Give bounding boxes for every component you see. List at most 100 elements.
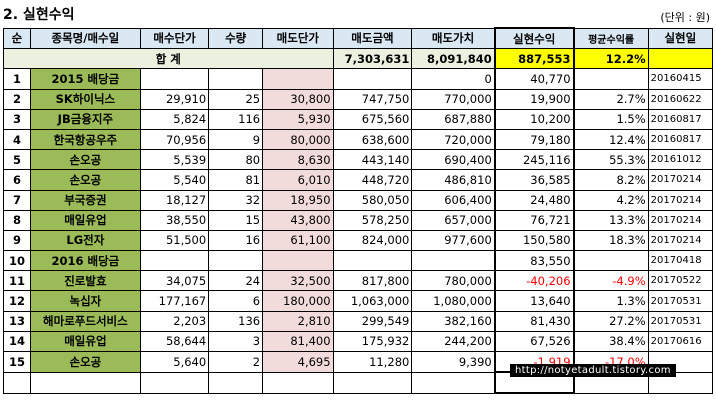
realized-profit: 19,900 (493, 88, 575, 110)
realized-date: 20170522 (647, 270, 714, 292)
stock-name: 진로발효 (29, 270, 141, 292)
sell-amount: 675,560 (332, 108, 413, 130)
realized-date: 20170531 (647, 310, 714, 332)
realized-date: 20170214 (647, 169, 714, 191)
realized-profit: 81,430 (493, 310, 575, 332)
table-row: 11 진로발효 34,075 24 32,500 817,800 780,000 -40,20… (3, 270, 714, 292)
table-row: 3 JB금융지주 5,824 116 5,930 675,560 687,880 10,200… (3, 108, 714, 130)
stock-name: SK하이닉스 (29, 88, 141, 110)
empty-cell (208, 371, 264, 394)
buy-price: 5,640 (139, 351, 210, 373)
realized-profit: 24,480 (493, 189, 575, 211)
empty-cell (262, 371, 334, 394)
sell-price: 2,810 (262, 310, 334, 332)
quantity: 136 (208, 310, 264, 332)
realized-date: 20170214 (647, 209, 714, 231)
header-cell: 종목명/매수일 (29, 27, 141, 50)
sell-price: 30,800 (262, 88, 334, 110)
buy-price: 177,167 (139, 290, 210, 312)
realized-date: 20170616 (647, 330, 714, 353)
quantity: 16 (208, 229, 264, 252)
realized-date: 20170214 (647, 229, 714, 252)
sell-value: 687,880 (411, 108, 496, 130)
sell-amount: 638,600 (332, 128, 413, 151)
sell-value: 770,000 (411, 88, 496, 110)
header-row: 순 종목명/매수일 매수단가 수량 매도단가 매도금액 매도가치 실현수익 평균… (3, 27, 714, 50)
row-number: 4 (3, 128, 31, 151)
stock-name: 녹십자 (29, 290, 141, 312)
row-number: 14 (3, 330, 31, 353)
realized-profit-table: 순 종목명/매수일 매수단가 수량 매도단가 매도금액 매도가치 실현수익 평균… (3, 27, 714, 395)
row-number: 3 (3, 108, 31, 130)
buy-price: 18,127 (139, 189, 210, 211)
total-row: 합 계 7,303,631 8,091,840 887,553 12.2% (3, 48, 714, 70)
sell-value: 244,200 (411, 330, 496, 353)
sell-amount: 747,750 (332, 88, 413, 110)
sell-value: 0 (411, 68, 496, 90)
buy-price: 38,550 (139, 209, 210, 231)
profit-rate: 18.3% (573, 229, 649, 252)
sell-value: 486,810 (411, 169, 496, 191)
total-date-empty (647, 48, 714, 70)
stock-name: 매일유업 (29, 209, 141, 231)
sell-amount: 580,050 (332, 189, 413, 211)
sell-value: 382,160 (411, 310, 496, 332)
sell-price: 43,800 (262, 209, 334, 231)
profit-rate: 13.3% (573, 209, 649, 231)
table-row: 4 한국항공우주 70,956 9 80,000 638,600 720,000 79,180… (3, 128, 714, 151)
sell-amount: 1,063,000 (332, 290, 413, 312)
row-number: 13 (3, 310, 31, 332)
realized-profit: 13,640 (493, 290, 575, 312)
buy-price: 34,075 (139, 270, 210, 292)
buy-price: 5,540 (139, 169, 210, 191)
sell-price: 61,100 (262, 229, 334, 252)
profit-rate (573, 250, 649, 272)
realized-profit: 79,180 (493, 128, 575, 151)
sell-amount: 578,250 (332, 209, 413, 231)
stock-name: LG전자 (29, 229, 141, 252)
realized-date: 20160415 (647, 68, 714, 90)
sell-amount: 299,549 (332, 310, 413, 332)
sell-price: 4,695 (262, 351, 334, 373)
realized-profit: 245,116 (493, 149, 575, 171)
empty-cell (332, 371, 413, 394)
row-number: 10 (3, 250, 31, 272)
buy-price (139, 68, 210, 90)
realized-profit: 83,550 (493, 250, 575, 272)
profit-rate: 12.4% (573, 128, 649, 151)
realized-date: 20160622 (647, 88, 714, 110)
stock-name: 손오공 (29, 351, 141, 373)
row-number: 9 (3, 229, 31, 252)
stock-name: 손오공 (29, 149, 141, 171)
profit-rate: 55.3% (573, 149, 649, 171)
sell-amount: 448,720 (332, 169, 413, 191)
table-row: 1 2015 배당금 0 40,770 20160415 (3, 68, 714, 90)
empty-cell (647, 371, 714, 394)
sell-price: 81,400 (262, 330, 334, 353)
sell-amount: 824,000 (332, 229, 413, 252)
table-row: 9 LG전자 51,500 16 61,100 824,000 977,600 150,580… (3, 229, 714, 252)
realized-date: 20170418 (647, 250, 714, 272)
watermark: http://notyetadult.tistory.com (510, 364, 676, 377)
sell-amount (332, 68, 413, 90)
buy-price: 70,956 (139, 128, 210, 151)
table-row: 12 녹십자 177,167 6 180,000 1,063,000 1,080,000 13… (3, 290, 714, 312)
realized-profit: 36,585 (493, 169, 575, 191)
buy-price: 2,203 (139, 310, 210, 332)
row-number: 2 (3, 88, 31, 110)
row-number: 8 (3, 209, 31, 231)
header-cell: 실현일 (647, 27, 714, 50)
profit-rate: 1.3% (573, 290, 649, 312)
sell-price (262, 68, 334, 90)
sell-value: 9,390 (411, 351, 496, 373)
total-label: 합 계 (3, 48, 334, 70)
stock-name: 2015 배당금 (29, 68, 141, 90)
realized-date: 20160817 (647, 128, 714, 151)
sell-amount: 817,800 (332, 270, 413, 292)
stock-name: JB금융지주 (29, 108, 141, 130)
row-number: 7 (3, 189, 31, 211)
total-rate: 12.2% (573, 48, 649, 70)
sell-amount: 443,140 (332, 149, 413, 171)
realized-profit: 67,526 (493, 330, 575, 353)
sell-price: 32,500 (262, 270, 334, 292)
